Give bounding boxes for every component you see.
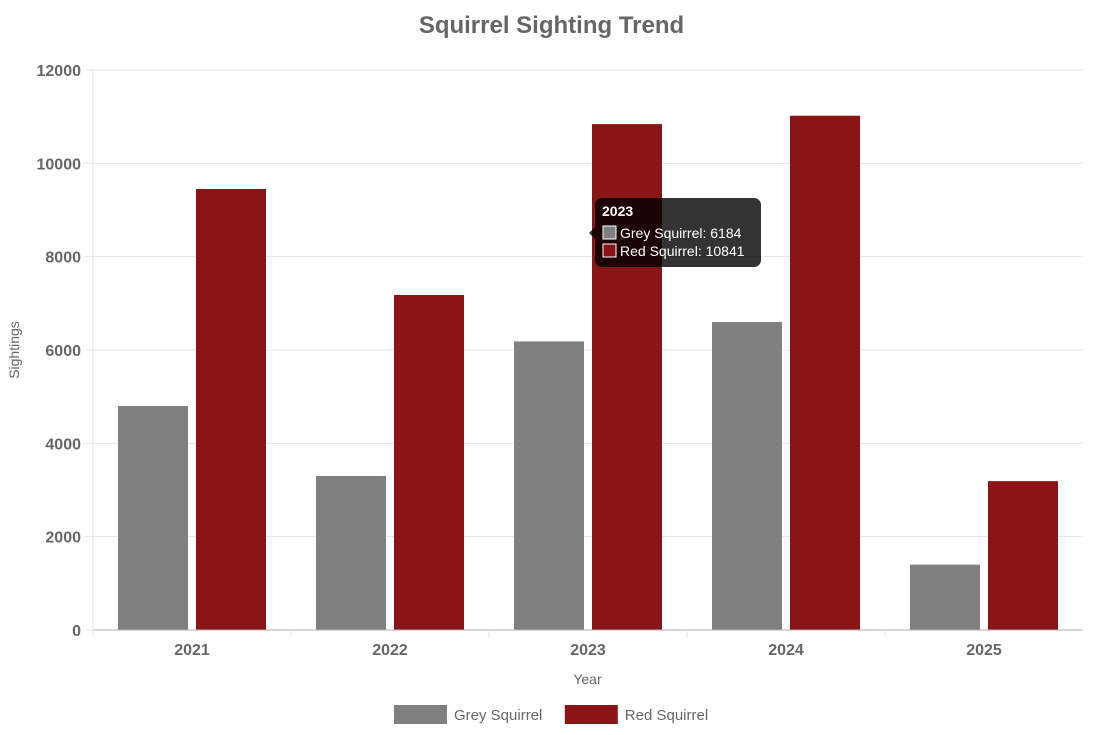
x-tick-label: 2021: [174, 642, 210, 659]
y-tick-label: 12000: [37, 63, 82, 80]
bar-grey-squirrel-2022[interactable]: [316, 476, 386, 630]
x-axis-ticks: 2021 2022 2023 2024 2025: [92, 630, 1002, 659]
tooltip-swatch: [602, 243, 617, 258]
bar-red-squirrel-2024[interactable]: [790, 115, 860, 630]
x-tick-label: 2022: [372, 642, 408, 659]
legend-item-red-squirrel[interactable]: Red Squirrel: [564, 705, 708, 724]
y-tick-label: 2000: [45, 530, 81, 547]
bar-grey-squirrel-2024[interactable]: [712, 322, 782, 630]
legend-swatch: [394, 705, 447, 724]
chart-title: Squirrel Sighting Trend: [419, 12, 684, 39]
tooltip-line: Grey Squirrel: 6184: [620, 225, 742, 241]
tooltip-box: [595, 198, 761, 267]
y-axis-title: Sightings: [6, 321, 22, 379]
axes: [92, 70, 1083, 631]
legend-label: Grey Squirrel: [454, 707, 542, 724]
tooltip-line: Red Squirrel: 10841: [620, 243, 745, 259]
y-tick-label: 10000: [37, 156, 82, 173]
legend-swatch: [564, 705, 618, 724]
tooltip-swatch: [602, 225, 617, 240]
legend[interactable]: Grey Squirrel Red Squirrel: [394, 705, 708, 724]
x-tick-label: 2023: [570, 642, 606, 659]
tooltip: 2023 Grey Squirrel: 6184 Red Squirrel: 108…: [589, 198, 761, 267]
bar-grey-squirrel-2023[interactable]: [514, 341, 584, 630]
bar-grey-squirrel-2021[interactable]: [118, 406, 188, 630]
y-tick-label: 8000: [45, 250, 81, 267]
x-tick-label: 2025: [966, 642, 1002, 659]
y-tick-label: 4000: [45, 436, 81, 453]
legend-item-grey-squirrel[interactable]: Grey Squirrel: [394, 705, 542, 724]
bar-red-squirrel-2025[interactable]: [988, 481, 1058, 630]
tooltip-title: 2023: [602, 203, 633, 219]
legend-label: Red Squirrel: [625, 707, 708, 724]
bar-red-squirrel-2021[interactable]: [196, 189, 266, 630]
y-axis-ticks: 0 2000 4000 6000 8000 10000 12000: [37, 63, 82, 640]
tooltip-caret: [589, 227, 595, 239]
bars: [118, 115, 1058, 630]
bar-red-squirrel-2022[interactable]: [394, 294, 464, 630]
x-tick-label: 2024: [768, 642, 804, 659]
x-axis-title: Year: [573, 671, 602, 687]
y-tick-label: 0: [72, 623, 81, 640]
y-tick-label: 6000: [45, 343, 81, 360]
bar-grey-squirrel-2025[interactable]: [910, 564, 980, 630]
